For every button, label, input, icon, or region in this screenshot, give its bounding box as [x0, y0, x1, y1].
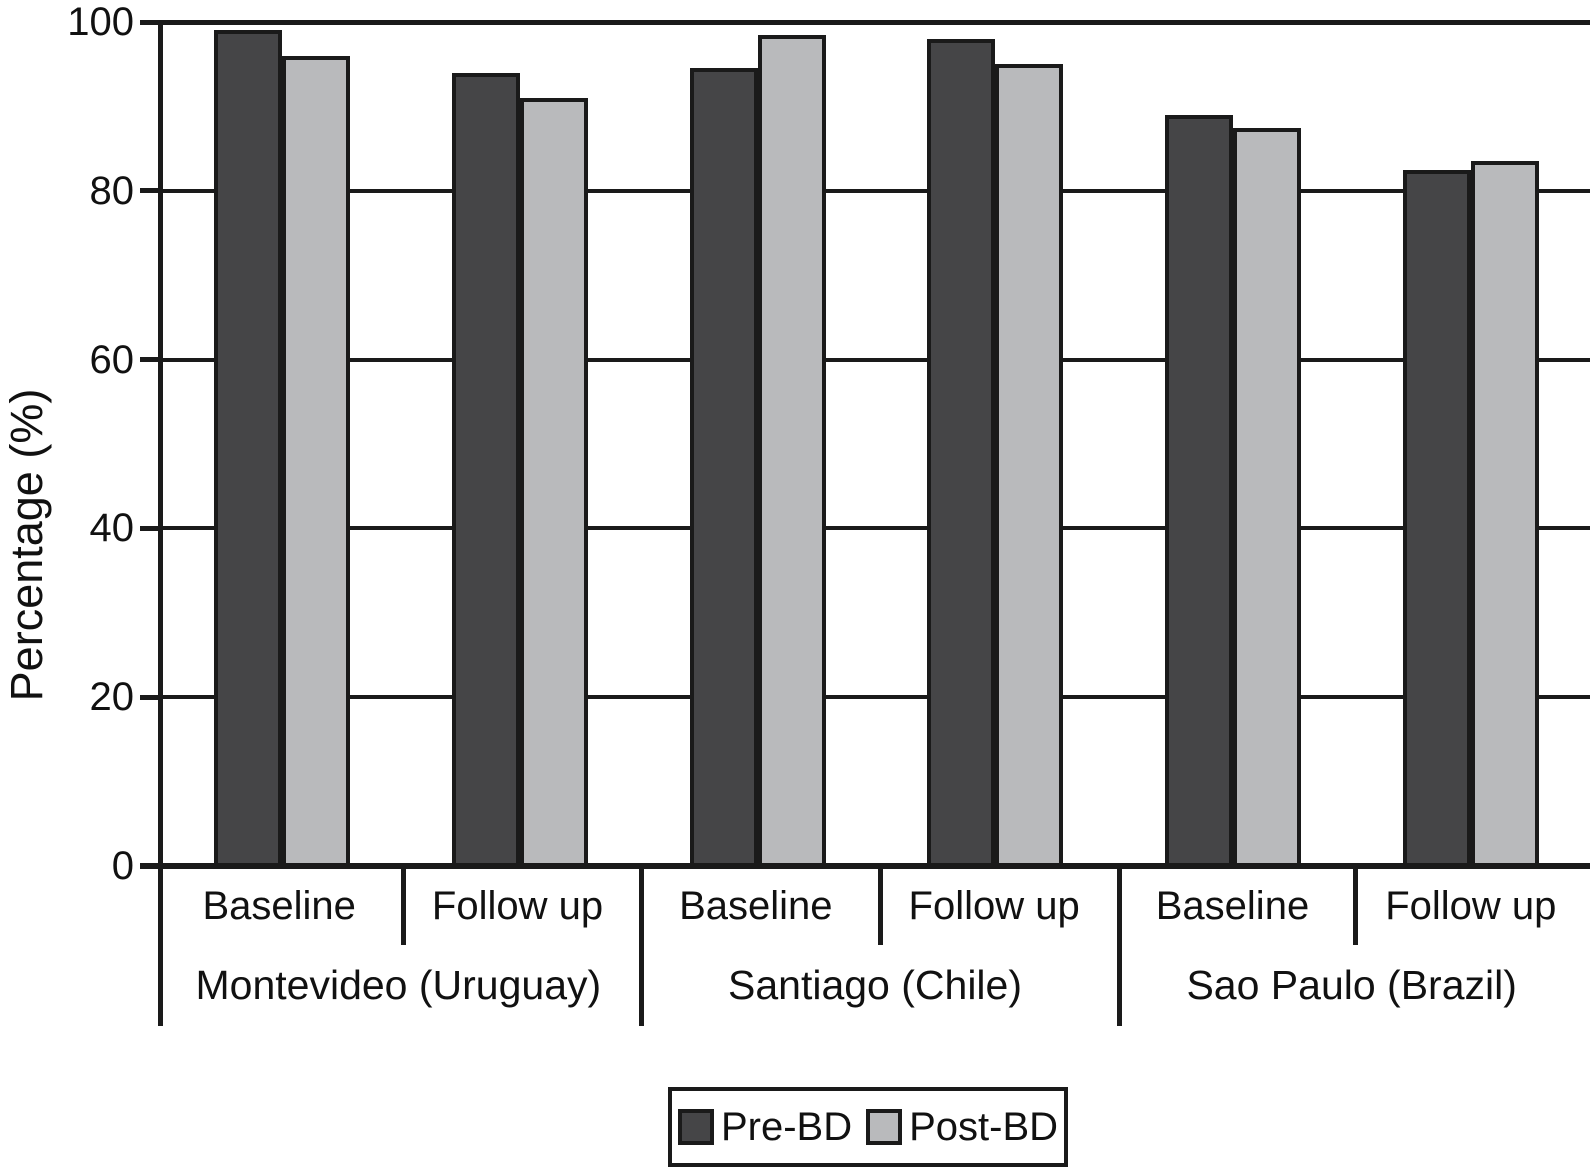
bar-post-bd-sao-paulo-brazil-baseline [1233, 127, 1302, 866]
x-axis-line [140, 863, 1590, 869]
y-tick-0 [140, 863, 158, 869]
bar-pre-bd-sao-paulo-brazil-baseline [1165, 114, 1234, 866]
y-tick-100 [140, 19, 158, 25]
x-axis-timepoint-row: Baseline Follow up Baseline Follow up Baseli… [160, 868, 1590, 945]
table-line-city-2 [1117, 866, 1122, 1026]
table-line-timepoint-1 [401, 866, 406, 945]
y-tick-60 [140, 357, 158, 363]
bar-group-montevideo-uruguay-follow-up [401, 22, 639, 866]
x-label-city-santiago-chile: Santiago (Chile) [728, 962, 1022, 1008]
bar-group-sao-paulo-brazil-follow-up [1352, 22, 1590, 866]
bar-pre-bd-montevideo-uruguay-baseline [213, 30, 282, 866]
x-label-sao-paulo-brazil-baseline: Baseline [1155, 884, 1310, 928]
bar-group-santiago-chile-follow-up [876, 22, 1114, 866]
bar-post-bd-santiago-chile-baseline [757, 34, 826, 866]
y-tick-label-0: 0 [111, 844, 134, 888]
gridline-40 [163, 526, 1590, 531]
legend-label-post-bd: Post-BD [909, 1104, 1059, 1149]
gridline-100 [158, 20, 1590, 25]
table-line-city-1 [639, 866, 644, 1026]
x-label-montevideo-uruguay-baseline: Baseline [202, 884, 356, 928]
bar-pre-bd-montevideo-uruguay-follow-up [451, 72, 520, 866]
x-axis-city-row: Montevideo (Uruguay) Santiago (Chile) Sao … [160, 945, 1590, 1026]
y-tick-40 [140, 525, 158, 531]
x-label-city-sao-paulo-brazil: Sao Paulo (Brazil) [1186, 962, 1517, 1008]
bar-group-montevideo-uruguay-baseline [163, 22, 401, 866]
y-tick-label-60: 60 [89, 337, 135, 382]
bar-pre-bd-sao-paulo-brazil-follow-up [1403, 169, 1472, 866]
y-axis-line [158, 20, 163, 869]
y-axis-title: Percentage (%) [1, 388, 52, 702]
y-tick-label-80: 80 [89, 168, 135, 213]
y-tick-label-100: 100 [67, 0, 134, 44]
legend-label-pre-bd: Pre-BD [720, 1104, 853, 1149]
x-label-santiago-chile-baseline: Baseline [679, 884, 833, 928]
legend-item-post-bd: Post-BD [866, 1105, 1058, 1150]
plot-area [163, 22, 1590, 866]
y-tick-20 [140, 694, 158, 700]
gridline-60 [163, 357, 1590, 362]
y-tick-label-20: 20 [89, 675, 135, 720]
legend: Pre-BD Post-BD [668, 1087, 1068, 1167]
y-tick-label-40: 40 [89, 506, 135, 551]
gridline-20 [163, 695, 1590, 700]
x-label-montevideo-uruguay-follow-up: Follow up [431, 884, 604, 928]
legend-swatch-post-bd [866, 1109, 903, 1145]
bar-post-bd-montevideo-uruguay-follow-up [519, 97, 588, 866]
legend-swatch-pre-bd [677, 1109, 714, 1145]
x-label-city-montevideo-uruguay: Montevideo (Uruguay) [195, 962, 602, 1008]
x-label-santiago-chile-follow-up: Follow up [908, 884, 1080, 928]
table-line-timepoint-2 [878, 866, 883, 945]
legend-item-pre-bd: Pre-BD [677, 1104, 853, 1150]
bar-group-santiago-chile-baseline [639, 22, 877, 866]
bar-post-bd-sao-paulo-brazil-follow-up [1471, 161, 1540, 866]
y-tick-80 [140, 188, 158, 194]
table-line-timepoint-3 [1353, 866, 1358, 945]
x-label-sao-paulo-brazil-follow-up: Follow up [1385, 884, 1557, 928]
bar-post-bd-santiago-chile-follow-up [995, 64, 1064, 866]
table-line-left [158, 866, 163, 1026]
bar-post-bd-montevideo-uruguay-baseline [281, 55, 350, 866]
gridline-80 [163, 188, 1590, 193]
bar-pre-bd-santiago-chile-follow-up [927, 38, 996, 866]
bar-pre-bd-santiago-chile-baseline [689, 68, 758, 866]
bar-group-sao-paulo-brazil-baseline [1114, 22, 1352, 866]
